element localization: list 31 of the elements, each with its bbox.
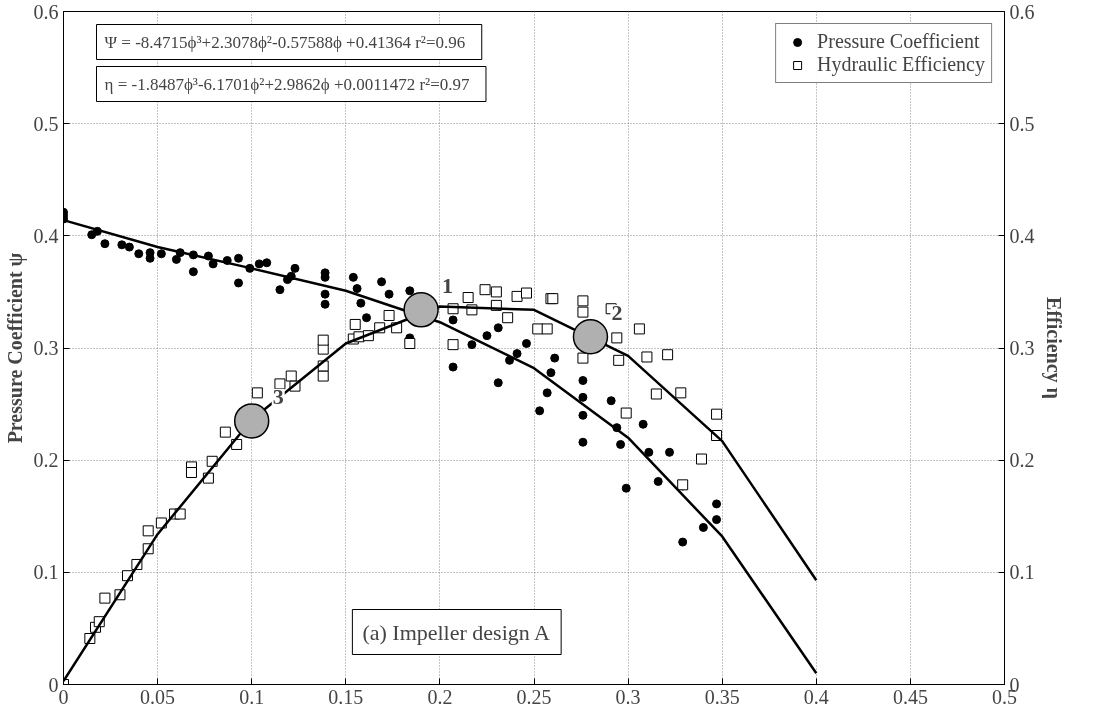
annotation: Ψ = -8.4715ϕ³+2.3078ϕ²-0.57588ϕ +0.41364 r²=0.96: [104, 32, 466, 52]
annotation: 3: [272, 383, 284, 409]
annotation: 2: [611, 299, 623, 325]
x-tick-label: 0.4: [803, 685, 829, 708]
x-tick-label: 0.35: [704, 685, 740, 708]
annotation: 1: [442, 272, 454, 298]
y2-tick-label: 0.6: [1009, 0, 1035, 23]
y-tick-label: 0.3: [33, 337, 59, 359]
y-tick-label: 0.4: [33, 224, 59, 247]
y2-tick-label: 0.1: [1009, 561, 1035, 584]
x-tick-label: 0.45: [892, 685, 928, 708]
annotation: (a) Impeller design A: [362, 619, 551, 645]
y2-axis-title: Efficiency η: [1041, 297, 1065, 399]
y2-tick-label: 0.3: [1009, 337, 1035, 359]
y-tick-label: 0.5: [33, 112, 59, 135]
y2-tick-label: 0.4: [1009, 224, 1035, 247]
x-tick-label: 0.05: [140, 685, 176, 708]
x-tick-label: 0.3: [615, 685, 641, 708]
y2-tick-label: 0.5: [1009, 112, 1035, 135]
y-tick-label: 0.6: [33, 0, 59, 23]
y-axis-title: Pressure Coefficient ψ: [3, 252, 27, 444]
legend-label: Pressure Coefficient: [817, 30, 980, 53]
legend-label: Hydraulic Efficiency: [817, 53, 985, 76]
x-tick-label: 0.1: [239, 685, 265, 708]
y-tick-label: 0.2: [33, 449, 59, 472]
annotation: η = -1.8487ϕ³-6.1701ϕ²+2.9862ϕ +0.0011472 r²=0.97: [104, 74, 470, 94]
y-tick-label: 0.1: [33, 561, 59, 584]
x-tick-label: 0.25: [516, 685, 552, 708]
x-tick-label: 0.15: [328, 685, 364, 708]
x-tick-label: 0.2: [427, 685, 453, 708]
y2-tick-label: 0.2: [1009, 449, 1035, 472]
